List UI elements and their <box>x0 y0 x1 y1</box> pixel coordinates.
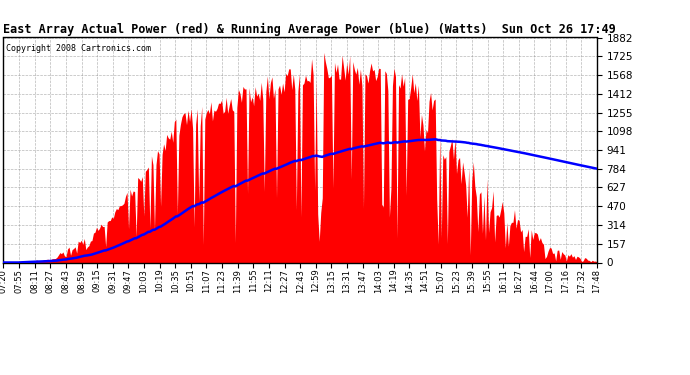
Text: Copyright 2008 Cartronics.com: Copyright 2008 Cartronics.com <box>6 44 151 53</box>
Text: East Array Actual Power (red) & Running Average Power (blue) (Watts)  Sun Oct 26: East Array Actual Power (red) & Running … <box>3 23 616 36</box>
